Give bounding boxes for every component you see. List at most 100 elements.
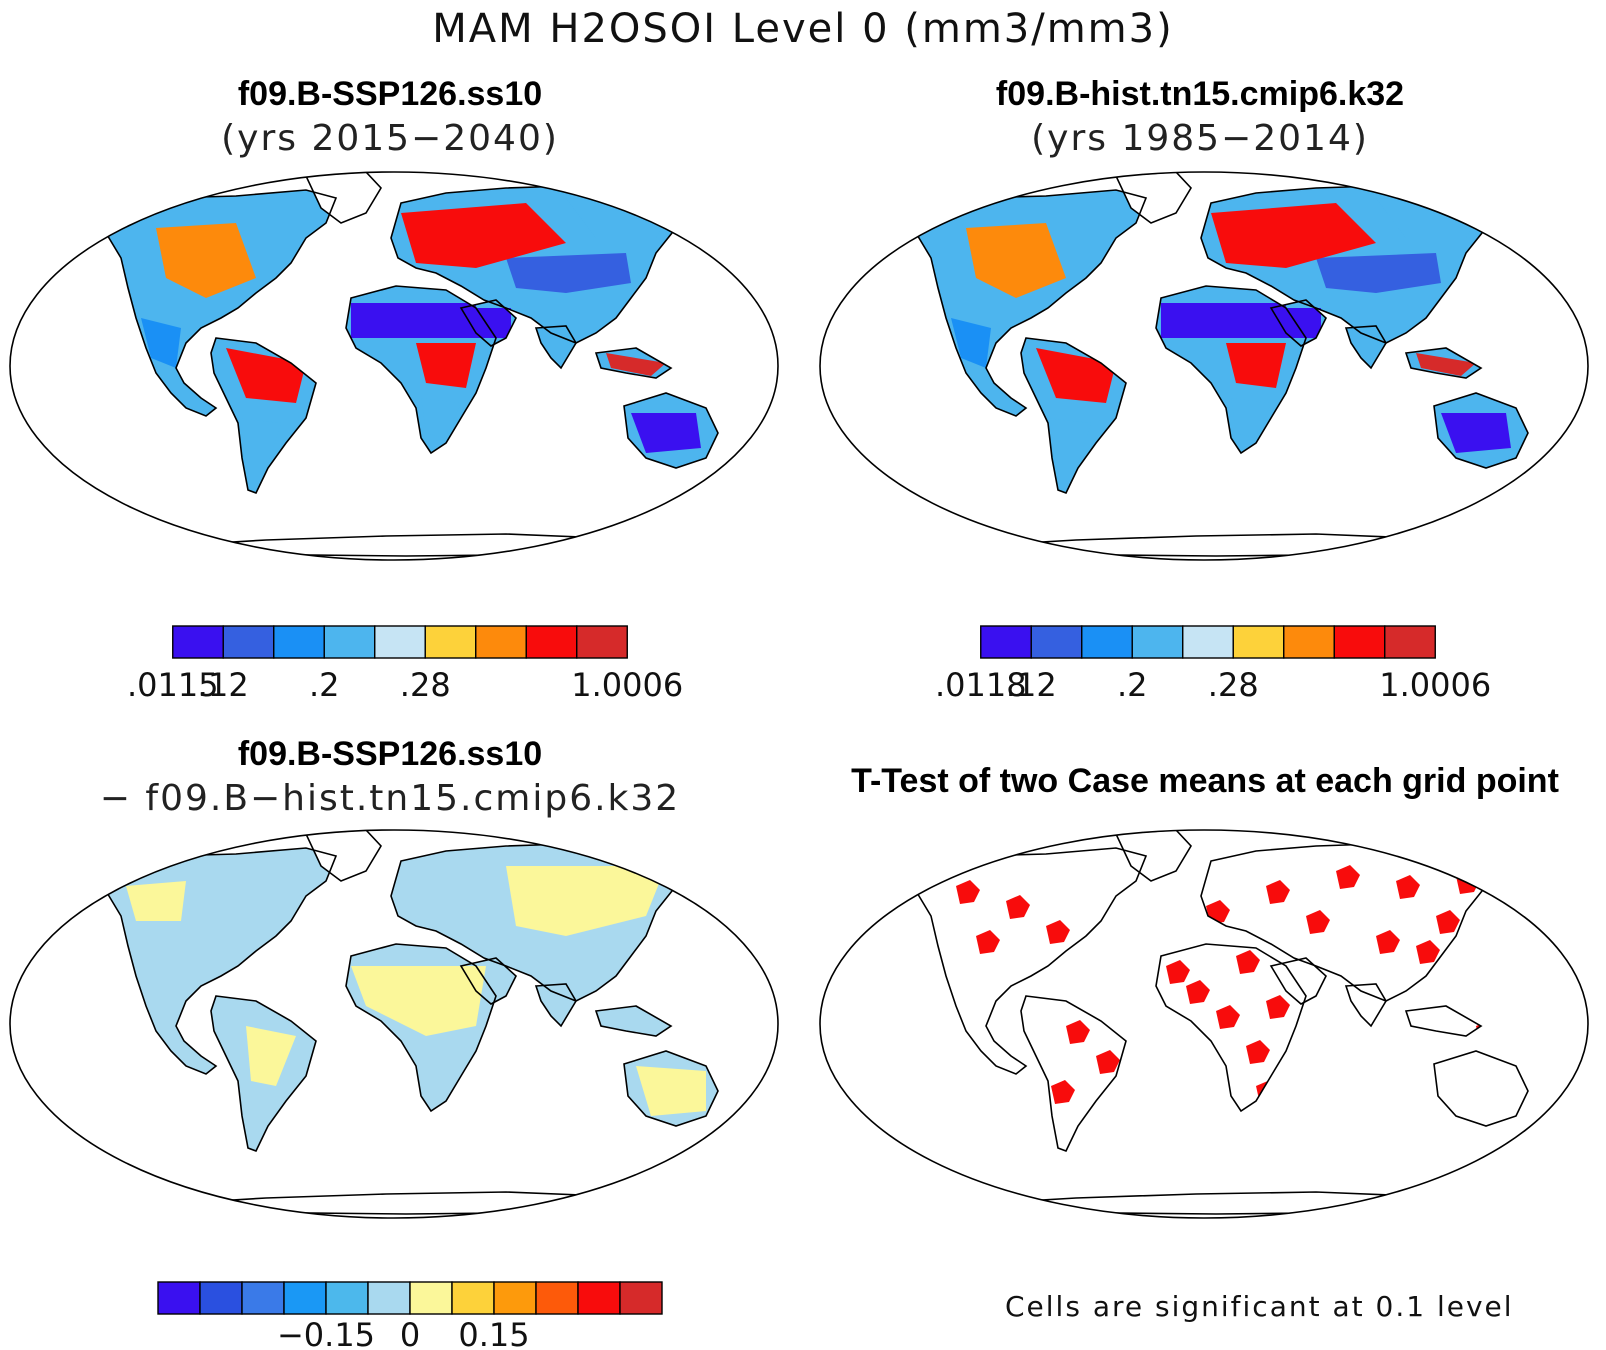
colorbar-tick-label: .0115 xyxy=(127,666,219,704)
coastline-greenland xyxy=(1114,830,1192,882)
colorbar-tick-label: −0.15 xyxy=(277,1316,375,1350)
colorbar-top-right: .0118.12 .2 .28 1.0006 xyxy=(935,625,1491,704)
coastline-south-america xyxy=(1020,995,1127,1153)
map-frame xyxy=(819,829,1589,1219)
colorbar-box-1 xyxy=(1030,625,1083,659)
field-patch-6 xyxy=(1336,865,1360,889)
coastline-australia xyxy=(623,1050,719,1127)
panel-subtitle-bottom-left: − f09.B−hist.tn15.cmip6.k32 xyxy=(99,778,681,819)
map-frame xyxy=(9,829,779,1219)
field-patch-2 xyxy=(1316,253,1441,293)
field-patch-0 xyxy=(506,866,666,936)
colorbar-box-3 xyxy=(323,625,376,659)
field-patch-10 xyxy=(1376,930,1400,954)
colorbar-box-4 xyxy=(325,1281,369,1315)
colorbar-box-8 xyxy=(576,625,628,659)
colorbar-box-0 xyxy=(157,1281,201,1315)
map-frame xyxy=(819,171,1589,561)
colorbar-box-6 xyxy=(475,625,527,659)
colorbar-box-3 xyxy=(1131,625,1184,659)
colorbar-box-6 xyxy=(1283,625,1335,659)
coastline-arabia xyxy=(459,957,517,1005)
field-patch-8 xyxy=(1416,353,1476,376)
coastline-south-america xyxy=(210,337,317,495)
coastline-india xyxy=(1344,325,1387,370)
field-patch-12 xyxy=(421,398,461,438)
coastline-greenland xyxy=(304,830,382,882)
coastline-indonesia xyxy=(1404,1005,1483,1037)
coastline-australia xyxy=(1433,1050,1529,1127)
field-patch-12 xyxy=(1231,398,1271,438)
colorbar-box-0 xyxy=(980,625,1032,659)
colorbar-box-4 xyxy=(374,625,426,659)
map-top-left xyxy=(9,171,779,561)
field-patch-8 xyxy=(606,353,666,376)
field-patch-1 xyxy=(1006,895,1030,919)
coastline-indonesia xyxy=(594,347,673,379)
field-patch-17 xyxy=(1096,1050,1120,1074)
colorbar-tick-label: .12 xyxy=(1006,666,1057,704)
field-patch-2 xyxy=(1046,920,1070,944)
field-patch-4 xyxy=(401,203,566,268)
coastline-africa xyxy=(1155,943,1307,1113)
coastline-south-america xyxy=(1020,337,1127,495)
land-fill-india xyxy=(536,984,576,1026)
field-patch-14 xyxy=(1246,1040,1270,1064)
coastline-arabia xyxy=(459,299,517,347)
colorbar-box-7 xyxy=(451,1281,495,1315)
field-patch-13 xyxy=(1266,995,1290,1019)
colorbar-box-9 xyxy=(535,1281,579,1315)
colorbar-top-left: .0115.12 .2 .28 1.0006 xyxy=(127,625,683,704)
coastline-arabia xyxy=(1269,957,1327,1005)
field-patch-7 xyxy=(1226,343,1286,388)
panel-subtitle-top-left: (yrs 2015−2040) xyxy=(221,118,559,159)
field-patch-0 xyxy=(1161,303,1286,338)
field-patch-1 xyxy=(351,966,486,1036)
field-patch-16 xyxy=(1066,1020,1090,1044)
colorbar-box-10 xyxy=(577,1281,621,1315)
field-patch-3 xyxy=(631,413,701,453)
land-fill-india xyxy=(1346,984,1386,1026)
field-patch-23 xyxy=(1216,1005,1240,1029)
colorbar-tick-label: 1.0006 xyxy=(1379,666,1491,704)
colorbar-box-5 xyxy=(424,625,477,659)
field-patch-5 xyxy=(1266,880,1290,904)
colorbar-box-2 xyxy=(241,1281,285,1315)
field-patch-4 xyxy=(126,881,186,921)
colorbar-box-11 xyxy=(619,1281,663,1315)
colorbar-tick-label: .28 xyxy=(1208,666,1259,704)
land-fill-north-america xyxy=(908,848,1146,1074)
coastline-australia xyxy=(1433,392,1529,469)
field-patch-6 xyxy=(226,348,306,403)
colorbar-box-2 xyxy=(273,625,325,659)
panel-title-bottom-left: f09.B-SSP126.ss10 xyxy=(237,735,543,773)
colorbar-box-1 xyxy=(199,1281,243,1315)
coastline-arabia xyxy=(1269,299,1327,347)
field-patch-3 xyxy=(976,930,1000,954)
coastline-india xyxy=(1344,983,1387,1028)
colorbar-tick-label: .28 xyxy=(400,666,451,704)
land-fill-arabia xyxy=(1271,958,1326,1004)
colorbar-tick-label: .0118 xyxy=(935,666,1027,704)
field-patch-0 xyxy=(956,880,980,904)
colorbar-tick-label: 0 xyxy=(400,1316,420,1350)
coastline-greenland xyxy=(304,172,382,224)
land-fill-australia xyxy=(1434,1051,1528,1126)
map-top-right xyxy=(819,171,1589,561)
colorbar-tick-label: 0.15 xyxy=(458,1316,529,1350)
colorbar-box-4 xyxy=(1182,625,1234,659)
colorbar-tick-label: .2 xyxy=(309,666,340,704)
field-patch-5 xyxy=(966,223,1066,298)
coastline-indonesia xyxy=(594,1005,673,1037)
field-patch-11 xyxy=(1046,418,1091,468)
panel-title-top-right: f09.B-hist.tn15.cmip6.k32 xyxy=(995,75,1405,113)
colorbar-tick-label: .2 xyxy=(1117,666,1148,704)
colorbar-box-2 xyxy=(1081,625,1133,659)
panel-subtitle-top-right: (yrs 1985−2014) xyxy=(1031,118,1369,159)
field-patch-21 xyxy=(1306,910,1330,934)
field-patch-11 xyxy=(236,418,281,468)
colorbar-box-8 xyxy=(493,1281,537,1315)
field-patch-2 xyxy=(636,1066,706,1116)
field-patch-4 xyxy=(1211,203,1376,268)
field-patch-3 xyxy=(1441,413,1511,453)
